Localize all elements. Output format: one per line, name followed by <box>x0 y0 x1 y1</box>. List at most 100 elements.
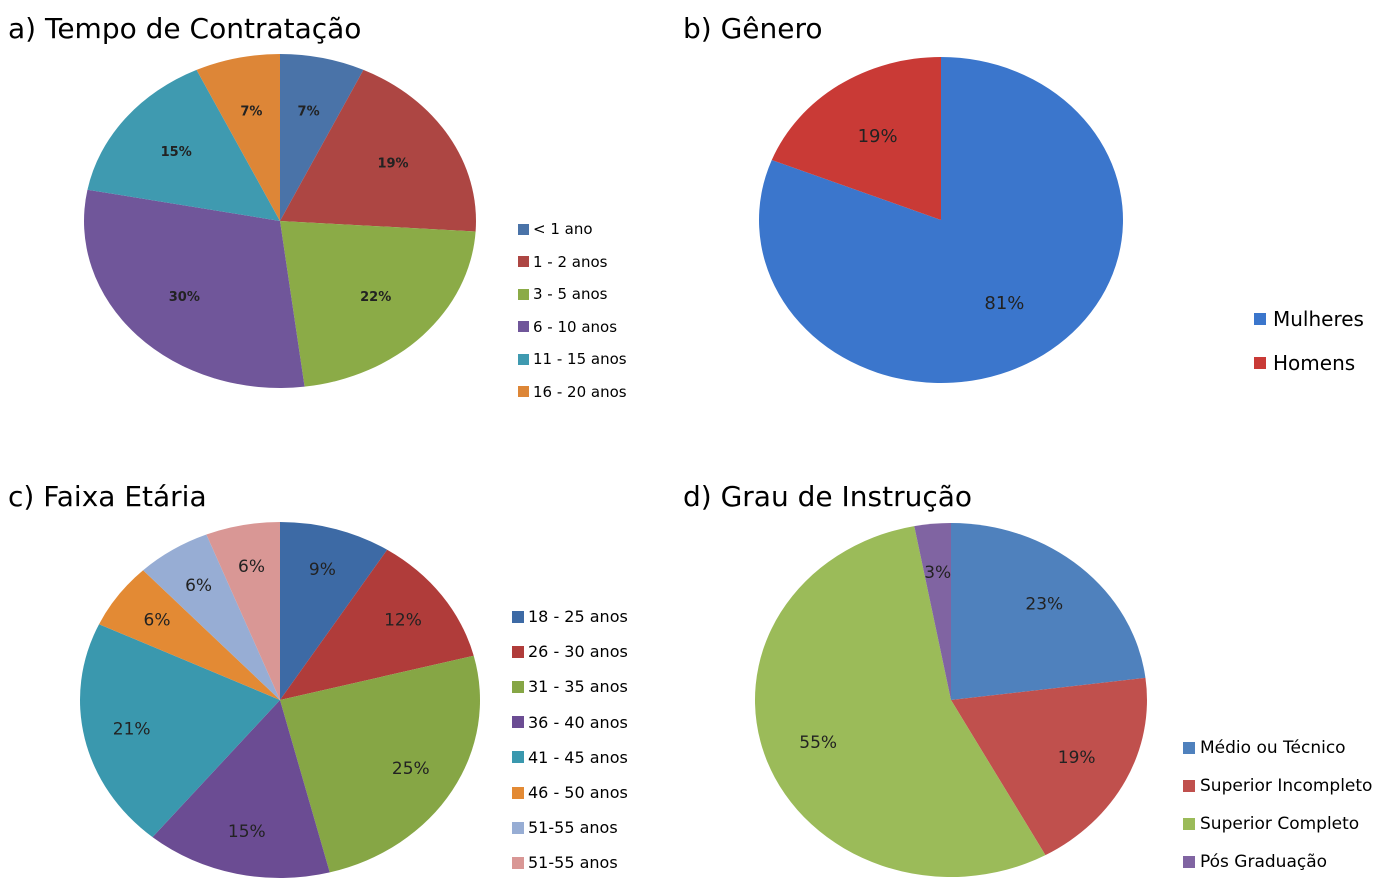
legend-item-31-35-anos: 31 - 35 anos <box>512 669 628 704</box>
legend-swatch <box>1183 780 1195 792</box>
pie-slice-mulheres <box>759 57 1124 383</box>
pie-slice-6-10-anos <box>83 189 305 388</box>
legend-item-pos-graduacao: Pós Graduação <box>1183 843 1372 881</box>
legend-label: 6 - 10 anos <box>533 317 618 336</box>
legend-genero: Mulheres Homens <box>1254 297 1364 385</box>
legend-item-homens: Homens <box>1254 341 1364 385</box>
pie-slice-3-5-anos <box>280 221 476 387</box>
chart-title-tempo-contratacao: a) Tempo de Contratação <box>8 12 362 45</box>
legend-swatch <box>512 645 524 658</box>
pie-slice-36-40-anos <box>152 700 330 879</box>
legend-label: 51-55 anos <box>528 818 618 838</box>
legend-swatch <box>512 680 524 693</box>
legend-label: 36 - 40 anos <box>528 712 628 732</box>
legend-label: 31 - 35 anos <box>528 677 628 697</box>
data-label-36-40-anos: 15% <box>228 822 266 842</box>
pie-slice-51-55-anos <box>143 534 280 700</box>
legend-label: 3 - 5 anos <box>533 285 608 304</box>
legend-grau-instrucao: Médio ou Técnico Superior Incompleto Super… <box>1183 729 1372 881</box>
legend-item-16-20-anos: 16 - 20 anos <box>518 376 627 409</box>
legend-swatch <box>512 821 524 834</box>
pie-slice-41-45-anos <box>79 624 280 838</box>
data-label-pos-graduacao: 3% <box>924 563 951 583</box>
data-label-6-10-anos: 30% <box>169 290 200 305</box>
pie-slice-superior-completo <box>754 526 1046 878</box>
legend-swatch <box>512 786 524 799</box>
data-label-1-ano: 7% <box>298 104 320 119</box>
legend-swatch <box>1254 357 1266 369</box>
pie-slice-11-15-anos <box>87 69 280 221</box>
legend-label: Pós Graduação <box>1200 852 1328 872</box>
legend-item-36-40-anos: 36 - 40 anos <box>512 705 628 740</box>
data-label-1-2-anos: 19% <box>377 157 408 172</box>
data-label-26-30-anos: 12% <box>384 611 422 631</box>
pie-slice-superior-incompleto <box>951 677 1147 856</box>
legend-item-3-5-anos: 3 - 5 anos <box>518 278 627 311</box>
legend-item-46-50-anos: 46 - 50 anos <box>512 775 628 810</box>
pie-slice-1-2-anos <box>280 69 476 232</box>
chart-title-genero: b) Gênero <box>683 12 823 45</box>
legend-swatch <box>1183 818 1195 830</box>
data-label-3-5-anos: 22% <box>360 290 391 305</box>
chart-title-faixa-etaria: c) Faixa Etária <box>8 480 207 513</box>
pie-slice-16-20-anos <box>196 54 280 221</box>
data-label-homens: 19% <box>858 126 898 147</box>
legend-swatch <box>518 386 529 398</box>
legend-label: Homens <box>1273 351 1356 375</box>
pie-slice-46-50-anos <box>99 570 280 700</box>
pie-slice-51-55-anos <box>206 522 280 700</box>
legend-swatch <box>518 288 529 300</box>
data-label-18-25-anos: 9% <box>309 560 336 580</box>
pie-slice-31-35-anos <box>280 655 481 873</box>
data-label-16-20-anos: 7% <box>240 104 262 119</box>
chart-title-grau-instrucao: d) Grau de Instrução <box>683 480 973 513</box>
pie-slice-1-ano <box>280 54 364 221</box>
legend-swatch <box>518 353 529 365</box>
data-label-31-35-anos: 25% <box>392 759 430 779</box>
legend-label: 18 - 25 anos <box>528 607 628 627</box>
data-label-41-45-anos: 21% <box>113 720 151 740</box>
legend-item-6-10-anos: 6 - 10 anos <box>518 311 627 344</box>
data-label-medio-ou-tecnico: 23% <box>1025 594 1063 614</box>
legend-swatch <box>1183 856 1195 868</box>
legend-item-superior-incompleto: Superior Incompleto <box>1183 767 1372 805</box>
data-label-51-55-anos: 6% <box>185 576 212 596</box>
legend-label: 46 - 50 anos <box>528 783 628 803</box>
legend-item-41-45-anos: 41 - 45 anos <box>512 740 628 775</box>
legend-item-11-15-anos: 11 - 15 anos <box>518 343 627 376</box>
legend-label: Mulheres <box>1273 307 1364 331</box>
legend-swatch <box>518 256 529 268</box>
pie-slice-homens <box>771 57 941 220</box>
legend-label: Médio ou Técnico <box>1200 738 1346 758</box>
legend-item-mulheres: Mulheres <box>1254 297 1364 341</box>
legend-label: 11 - 15 anos <box>533 350 627 369</box>
legend-swatch <box>518 223 529 235</box>
data-label-superior-incompleto: 19% <box>1058 748 1096 768</box>
legend-label: Superior Incompleto <box>1200 776 1373 796</box>
legend-label: 1 - 2 anos <box>533 252 608 271</box>
legend-label: 51-55 anos <box>528 853 618 873</box>
legend-item-1-ano: < 1 ano <box>518 213 627 246</box>
data-label-mulheres: 81% <box>984 293 1024 314</box>
legend-tempo-contratacao: < 1 ano 1 - 2 anos 3 - 5 anos 6 - 10 anos 11… <box>518 213 627 408</box>
legend-swatch <box>518 321 529 333</box>
legend-item-medio-ou-tecnico: Médio ou Técnico <box>1183 729 1372 767</box>
legend-swatch <box>512 610 524 623</box>
data-label-superior-completo: 55% <box>799 733 837 753</box>
pie-slice-18-25-anos <box>280 522 388 700</box>
data-label-11-15-anos: 15% <box>161 145 192 160</box>
legend-swatch <box>1183 742 1195 754</box>
legend-item-18-25-anos: 18 - 25 anos <box>512 599 628 634</box>
legend-label: 16 - 20 anos <box>533 382 627 401</box>
legend-item-51-55-anos: 51-55 anos <box>512 845 628 880</box>
data-label-51-55-anos: 6% <box>238 557 265 577</box>
legend-item-26-30-anos: 26 - 30 anos <box>512 634 628 669</box>
pie-slice-26-30-anos <box>280 549 474 700</box>
legend-item-51-55-anos: 51-55 anos <box>512 810 628 845</box>
legend-swatch <box>512 751 524 764</box>
pie-slice-medio-ou-tecnico <box>951 523 1146 700</box>
legend-label: 26 - 30 anos <box>528 642 628 662</box>
legend-label: < 1 ano <box>533 220 593 239</box>
legend-faixa-etaria: 18 - 25 anos 26 - 30 anos 31 - 35 anos 36 -… <box>512 599 628 881</box>
legend-item-1-2-anos: 1 - 2 anos <box>518 246 627 279</box>
